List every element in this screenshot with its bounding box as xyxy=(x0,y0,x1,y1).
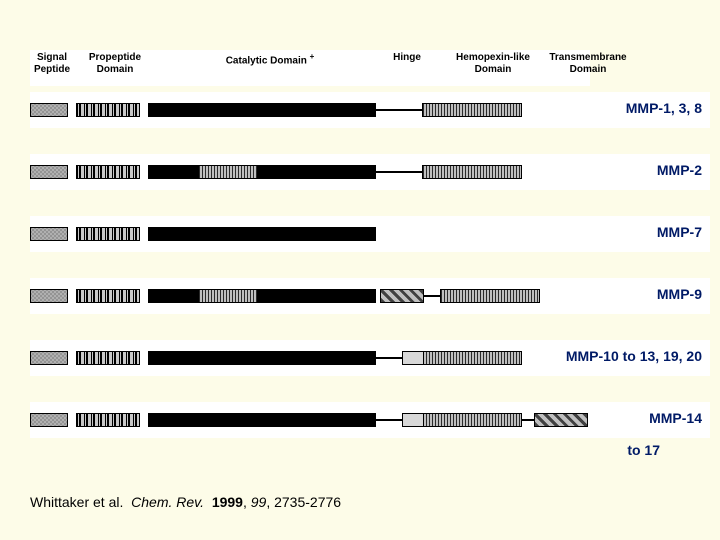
citation: Whittaker et al. Chem. Rev. 1999, 99, 27… xyxy=(30,494,341,510)
domain-block xyxy=(76,103,140,117)
mmp-domain-diagram: SignalPeptide PropeptideDomain Catalytic D… xyxy=(30,50,710,438)
domain-block xyxy=(376,171,422,173)
domain-block xyxy=(198,165,258,179)
domain-block xyxy=(440,289,540,303)
domain-block xyxy=(30,289,68,303)
row-label: MMP-14 xyxy=(649,410,702,426)
mmp-row-0: MMP-1, 3, 8 xyxy=(30,92,710,128)
domain-block xyxy=(148,289,376,303)
citation-journal: Chem. Rev. xyxy=(131,494,204,510)
domain-block xyxy=(30,103,68,117)
domain-block xyxy=(422,103,522,117)
domain-block xyxy=(534,413,588,427)
domain-block xyxy=(148,351,376,365)
mmp-row-5: MMP-14 xyxy=(30,402,710,438)
domain-block xyxy=(76,227,140,241)
row-label: MMP-10 to 13, 19, 20 xyxy=(566,348,702,364)
citation-authors: Whittaker et al. xyxy=(30,494,123,510)
domain-block xyxy=(402,351,424,365)
domain-block xyxy=(148,227,376,241)
domain-block xyxy=(148,413,376,427)
domain-block xyxy=(30,413,68,427)
domain-block xyxy=(380,289,424,303)
domain-block xyxy=(422,413,522,427)
mmp-row-2: MMP-7 xyxy=(30,216,710,252)
domain-block xyxy=(76,413,140,427)
domain-header-row: SignalPeptide PropeptideDomain Catalytic D… xyxy=(30,50,590,86)
mmp-row-4: MMP-10 to 13, 19, 20 xyxy=(30,340,710,376)
domain-header-0: SignalPeptide xyxy=(30,52,74,75)
domain-block xyxy=(76,165,140,179)
citation-pages: 2735-2776 xyxy=(274,494,341,510)
mmp-row-1: MMP-2 xyxy=(30,154,710,190)
domain-block xyxy=(422,165,522,179)
domain-block xyxy=(376,109,422,111)
row-label: MMP-1, 3, 8 xyxy=(626,100,702,116)
domain-block xyxy=(422,351,522,365)
row-label: MMP-7 xyxy=(657,224,702,240)
domain-block xyxy=(198,289,258,303)
citation-year: 1999 xyxy=(212,494,243,510)
domain-block xyxy=(30,165,68,179)
domain-block xyxy=(402,413,424,427)
domain-block xyxy=(522,419,534,421)
domain-block xyxy=(30,227,68,241)
domain-block xyxy=(424,295,440,297)
row-label: MMP-9 xyxy=(657,286,702,302)
mmp-row-3: MMP-9 xyxy=(30,278,710,314)
domain-header-4: Hemopexin-likeDomain xyxy=(445,52,541,75)
domain-header-2: Catalytic Domain + xyxy=(185,52,355,67)
citation-vol: 99 xyxy=(251,494,267,510)
domain-header-1: PropeptideDomain xyxy=(80,52,150,75)
domain-block xyxy=(76,351,140,365)
extra-label-to17: to 17 xyxy=(627,442,660,458)
domain-block xyxy=(76,289,140,303)
row-label: MMP-2 xyxy=(657,162,702,178)
domain-header-5: TransmembraneDomain xyxy=(540,52,636,75)
domain-header-3: Hinge xyxy=(382,52,432,64)
domain-block xyxy=(148,103,376,117)
domain-block xyxy=(148,165,376,179)
domain-block xyxy=(30,351,68,365)
